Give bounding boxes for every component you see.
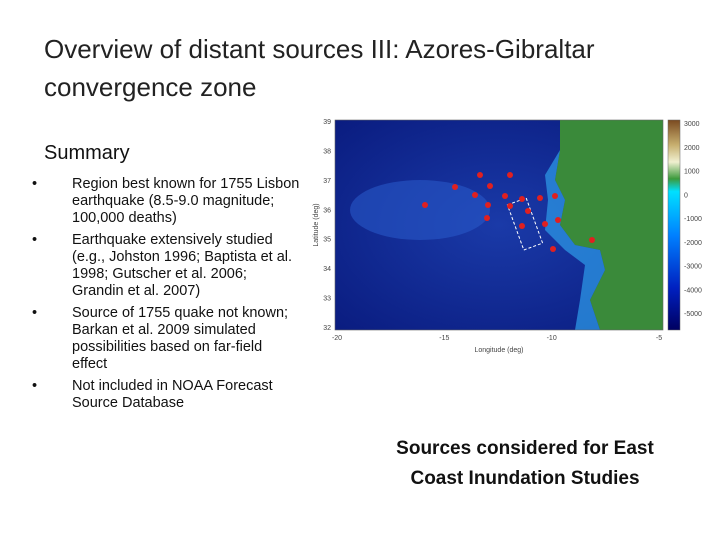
source-box xyxy=(506,197,544,251)
x-tick-label: -5 xyxy=(656,335,662,342)
title-line: Overview of distant sources III: Azores-… xyxy=(44,34,595,64)
x-tick-label: -10 xyxy=(547,335,557,342)
bullet: Not included in NOAA Forecast Source Dat… xyxy=(30,378,300,412)
map-ridge xyxy=(350,180,490,240)
summary-heading: Summary xyxy=(44,142,130,164)
x-tick-label: -20 xyxy=(332,335,342,342)
colorbar-tick-label: 1000 xyxy=(684,169,700,176)
slide-title: Overview of distant sources III: Azores-… xyxy=(44,30,595,106)
bullet: Region best known for 1755 Lisbon earthq… xyxy=(30,176,300,227)
y-tick-label: 35 xyxy=(323,237,331,244)
y-tick-label: 39 xyxy=(323,119,331,126)
colorbar xyxy=(667,119,681,331)
colorbar-tick-label: 3000 xyxy=(684,121,700,128)
map-land xyxy=(555,120,663,330)
y-axis-label: Latitude (deg) xyxy=(313,203,320,246)
colorbar-tick-label: -4000 xyxy=(684,287,702,294)
colorbar-tick-label: -5000 xyxy=(684,311,702,318)
map-frame xyxy=(334,119,664,331)
caption: Coast Inundation Studies xyxy=(410,468,640,489)
colorbar-tick-label: -1000 xyxy=(684,216,702,223)
colorbar-tick-label: -3000 xyxy=(684,264,702,271)
colorbar-tick-label: 2000 xyxy=(684,145,700,152)
colorbar-tick-label: -2000 xyxy=(684,240,702,247)
title-line: convergence zone xyxy=(44,72,257,102)
map-shelf xyxy=(545,150,605,330)
source-points xyxy=(422,172,595,252)
x-axis-label: Longitude (deg) xyxy=(474,347,523,354)
y-tick-label: 37 xyxy=(323,178,331,185)
x-tick-label: -15 xyxy=(439,335,449,342)
y-tick-label: 38 xyxy=(323,148,331,155)
y-tick-label: 33 xyxy=(323,296,331,303)
bullet: Source of 1755 quake not known; Barkan e… xyxy=(30,305,300,373)
y-tick-label: 34 xyxy=(323,266,331,273)
y-tick-label: 32 xyxy=(323,325,331,332)
bullet: Earthquake extensively studied (e.g., Jo… xyxy=(30,232,300,300)
caption: Sources considered for East xyxy=(396,438,654,459)
colorbar-tick-label: 0 xyxy=(684,192,688,199)
bullet-list: Region best known for 1755 Lisbon earthq… xyxy=(30,176,300,417)
y-tick-label: 36 xyxy=(323,207,331,214)
